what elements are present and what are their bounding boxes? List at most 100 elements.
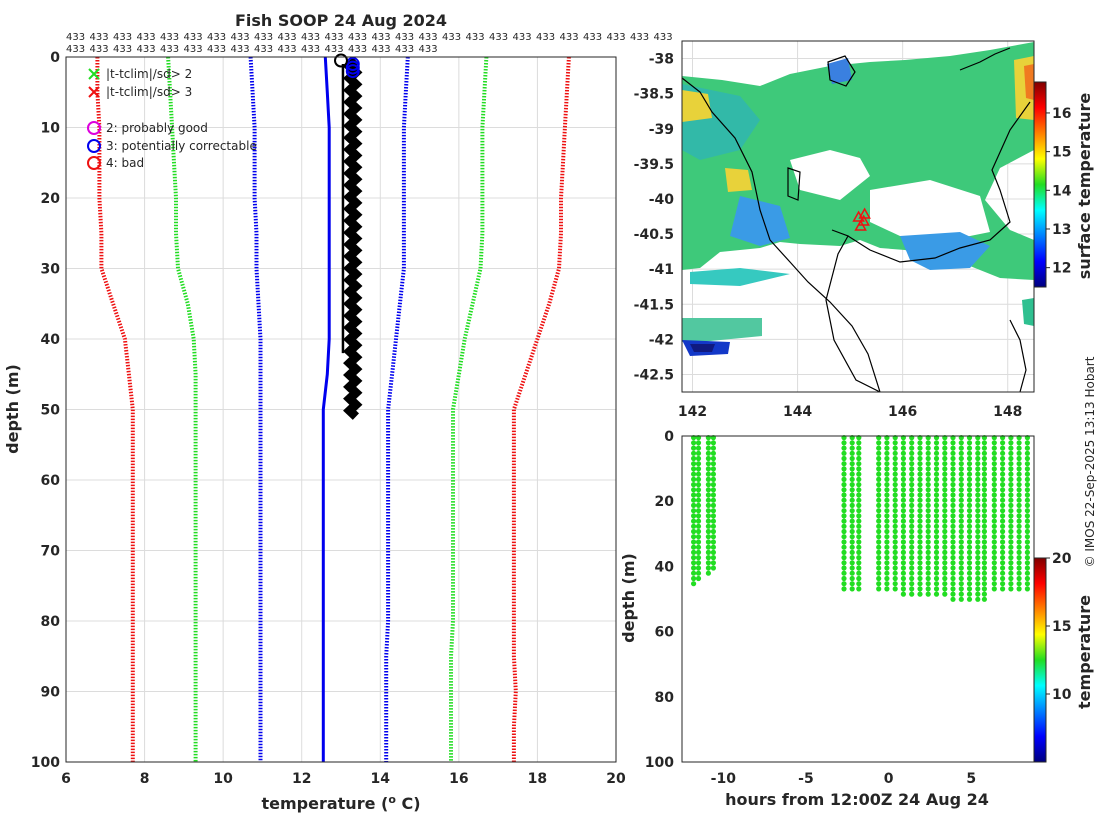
depth-time-point bbox=[1000, 549, 1006, 556]
depth-time-point bbox=[991, 502, 997, 508]
depth-time-point bbox=[958, 513, 964, 519]
x-tick-label: 16 bbox=[449, 771, 468, 787]
hours-tick-label: -5 bbox=[798, 771, 814, 787]
depth-time-point bbox=[695, 570, 702, 576]
depth-time-point bbox=[1000, 513, 1006, 519]
depth-time-point bbox=[856, 581, 862, 587]
depth-time-point bbox=[876, 549, 882, 556]
depth-time-point bbox=[892, 539, 898, 545]
depth-time-point bbox=[695, 461, 702, 467]
x-tick-label: 12 bbox=[292, 771, 311, 787]
depth-time-point bbox=[966, 518, 973, 524]
depth-time-point bbox=[909, 502, 915, 508]
depth-time-point bbox=[695, 549, 702, 556]
depth-time-point bbox=[950, 544, 956, 550]
depth-time-point bbox=[849, 575, 855, 582]
depth-time-point bbox=[856, 549, 862, 556]
depth-time-point bbox=[1016, 518, 1022, 524]
depth-axis-label: depth (m) bbox=[619, 553, 638, 643]
depth-time-point bbox=[1024, 492, 1030, 498]
depth-time-point bbox=[991, 455, 997, 462]
depth-time-point bbox=[900, 570, 907, 576]
depth-time-point bbox=[950, 591, 956, 597]
depth-time-point bbox=[876, 581, 882, 587]
lat-tick-label: -40 bbox=[649, 192, 675, 208]
depth-time-point bbox=[884, 461, 890, 467]
lat-tick-label: -41.5 bbox=[634, 297, 674, 313]
depth-time-point bbox=[958, 518, 964, 524]
depth-time-point bbox=[933, 581, 940, 587]
depth-time-point bbox=[942, 497, 948, 503]
depth-time-point bbox=[892, 565, 898, 571]
depth-time-point bbox=[925, 523, 931, 529]
depth-time-point bbox=[876, 575, 882, 582]
depth-time-point bbox=[1008, 466, 1014, 472]
depth-time-point bbox=[856, 586, 862, 592]
x-tick-label: 18 bbox=[528, 771, 547, 787]
hours-tick-label: 0 bbox=[884, 771, 894, 787]
depth-time-point bbox=[981, 482, 988, 488]
depth-time-point bbox=[856, 575, 862, 582]
depth-time-point bbox=[849, 497, 855, 503]
cast-id: 433 bbox=[536, 32, 555, 43]
depth-time-point bbox=[991, 492, 997, 498]
depth-time-point bbox=[705, 487, 712, 493]
depth-time-point bbox=[892, 466, 898, 472]
depth-time-point bbox=[950, 487, 956, 493]
depth-time-point bbox=[958, 575, 964, 582]
depth-time-point bbox=[876, 455, 882, 462]
depth-time-point bbox=[942, 575, 948, 582]
depth-time-point bbox=[1000, 528, 1006, 535]
depth-time-point bbox=[892, 445, 898, 451]
depth-time-point bbox=[981, 534, 988, 540]
depth-time-point bbox=[975, 528, 981, 535]
depth-time-point bbox=[975, 487, 981, 493]
depth-time-point bbox=[900, 482, 907, 488]
depth-time-point bbox=[892, 555, 898, 561]
depth-time-point bbox=[981, 591, 988, 597]
depth-time-point bbox=[892, 461, 898, 467]
depth-time-point bbox=[950, 482, 956, 488]
depth-time-point bbox=[909, 497, 915, 503]
depth-time-point bbox=[958, 508, 964, 514]
depth-time-point bbox=[876, 497, 882, 503]
depth-time-point bbox=[900, 440, 907, 446]
depth-time-point bbox=[925, 513, 931, 519]
depth-time-point bbox=[1000, 518, 1006, 524]
depth-time-point bbox=[695, 544, 702, 550]
float-triangle bbox=[858, 207, 871, 219]
depth-time-point bbox=[841, 440, 847, 446]
depth-time-point bbox=[705, 513, 712, 519]
depth-time-point bbox=[856, 534, 862, 540]
depth-time-point bbox=[917, 544, 923, 550]
sst-colorbar-tick-label: 15 bbox=[1052, 145, 1071, 161]
depth-time-point bbox=[856, 487, 862, 493]
depth-time-point bbox=[884, 450, 890, 456]
depth-time-point bbox=[884, 523, 890, 529]
depth-time-point bbox=[991, 523, 997, 529]
depth-time-point bbox=[958, 502, 964, 508]
cast-id: 433 bbox=[348, 44, 367, 55]
depth-time-point bbox=[884, 518, 890, 524]
depth-time-point bbox=[691, 445, 697, 451]
depth-time-point bbox=[981, 544, 988, 550]
depth-time-point bbox=[691, 502, 697, 508]
depth-time-point bbox=[925, 549, 931, 556]
depth-time-point bbox=[691, 523, 697, 529]
depth-time-point bbox=[1024, 539, 1030, 545]
depth-time-point bbox=[981, 549, 988, 556]
depth-time-point bbox=[975, 523, 981, 529]
depth-time-point bbox=[710, 528, 717, 535]
depth-time-point bbox=[1024, 586, 1030, 592]
temperature-colorbar-tick-label: 15 bbox=[1052, 619, 1071, 635]
depth-time-point bbox=[1024, 560, 1030, 566]
depth-time-point bbox=[884, 586, 890, 592]
depth-time-point bbox=[841, 508, 847, 514]
depth-time-point bbox=[691, 570, 697, 576]
depth-time-point bbox=[876, 534, 882, 540]
depth-time-point bbox=[942, 508, 948, 514]
depth-time-point bbox=[925, 565, 931, 571]
depth-time-point bbox=[950, 466, 956, 472]
cast-id: 433 bbox=[513, 32, 532, 43]
